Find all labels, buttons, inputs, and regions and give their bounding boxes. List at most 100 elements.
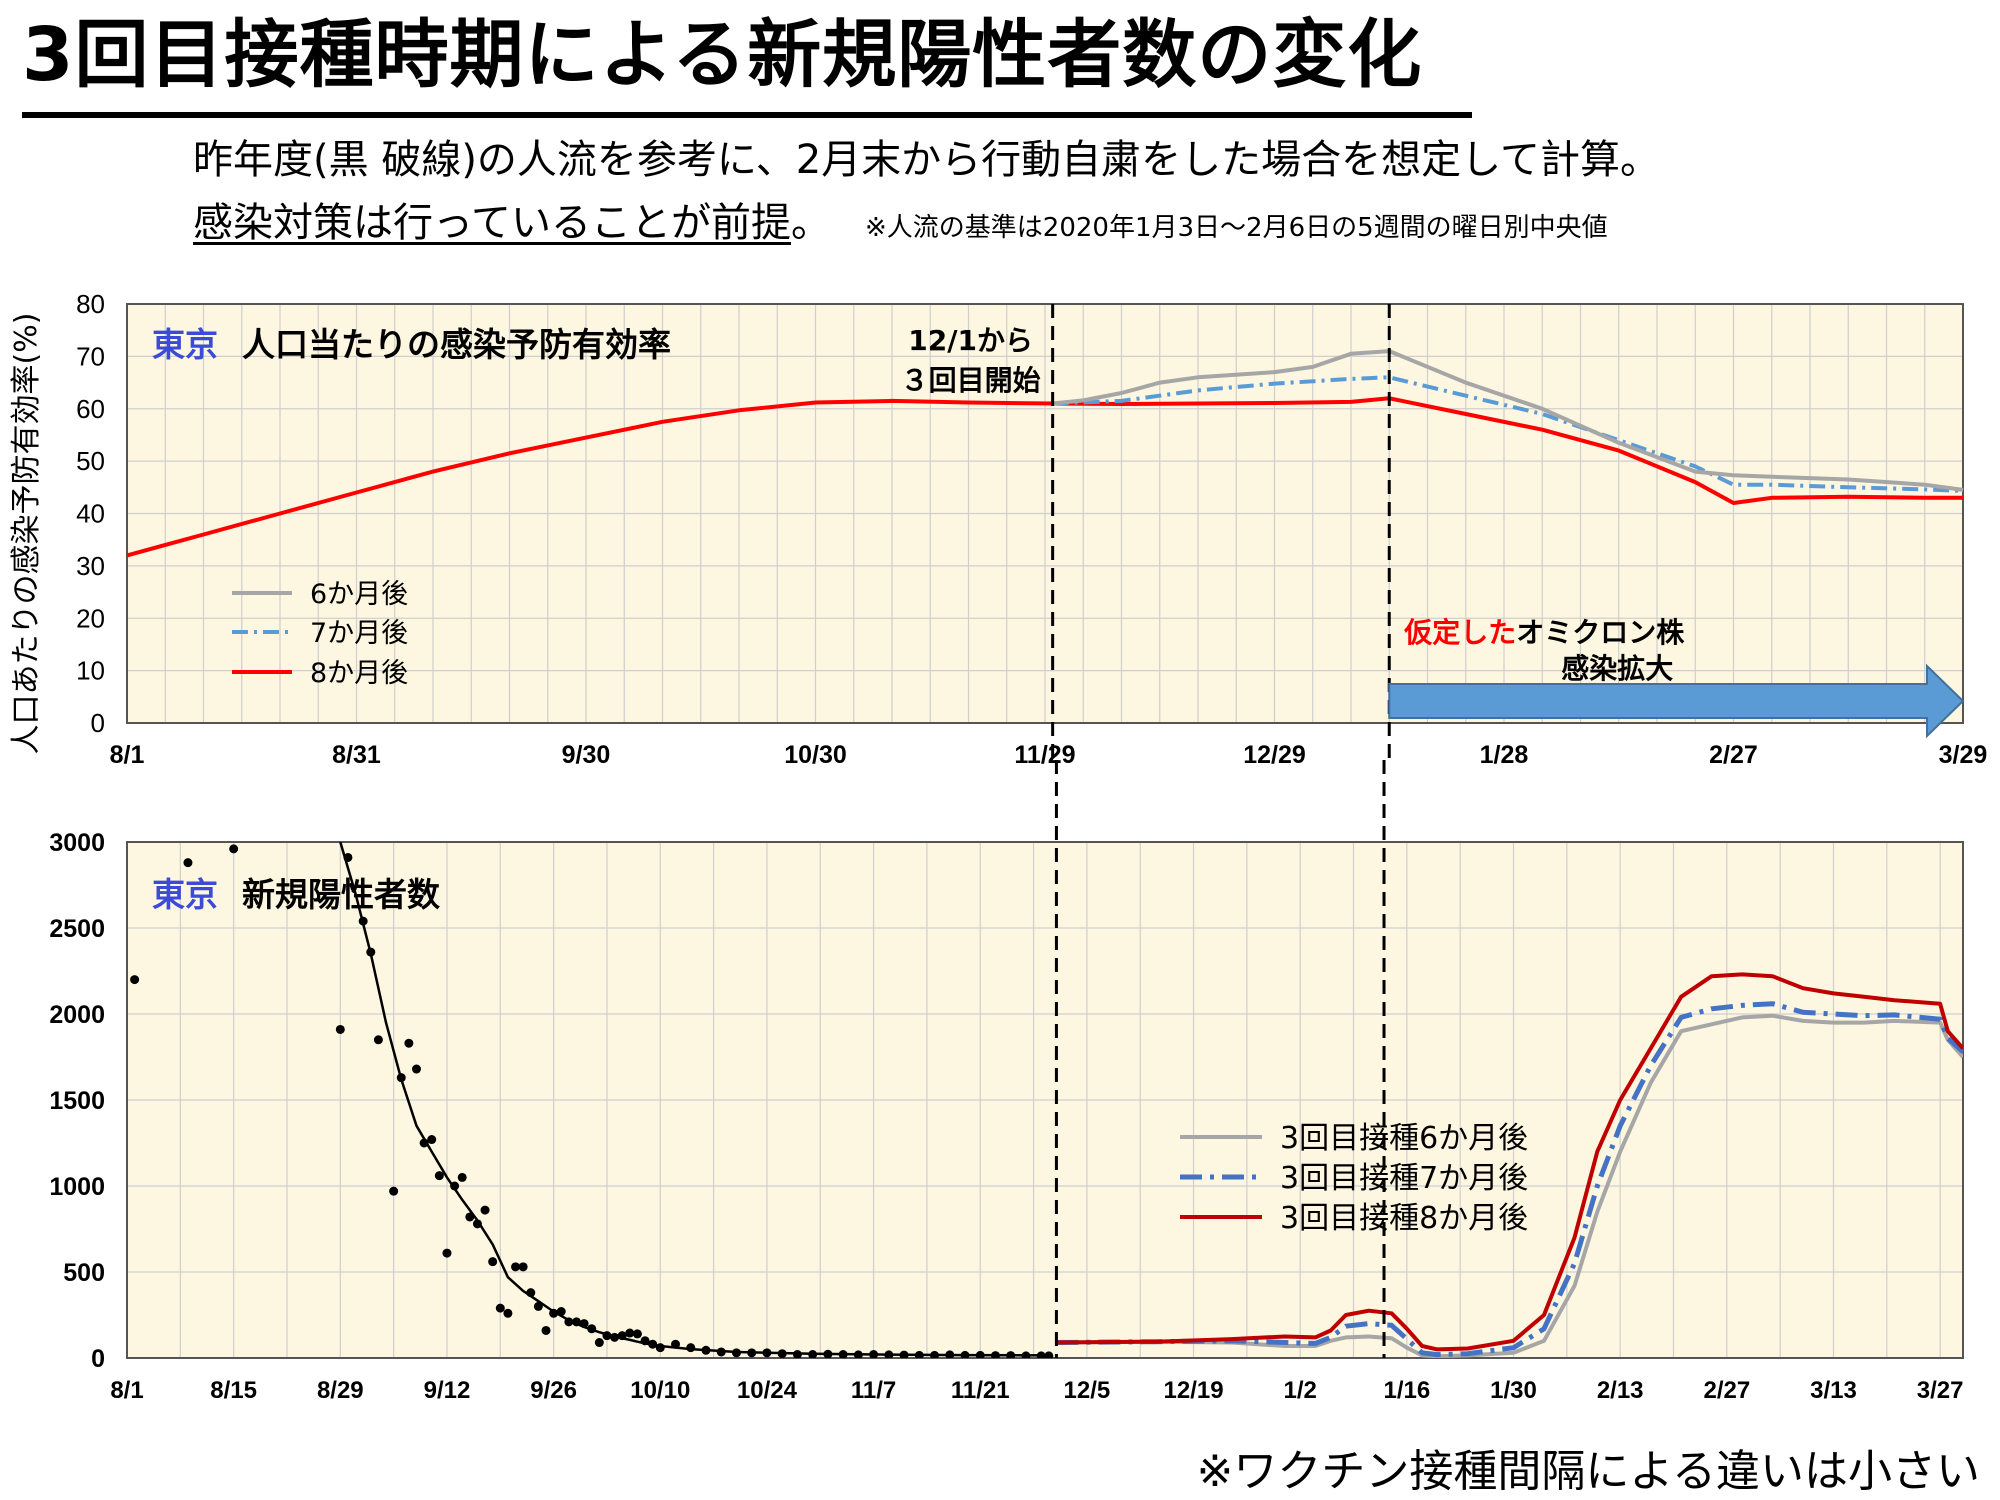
chart2-observed-point [404,1038,414,1048]
chart1-ytick-label: 80 [76,289,105,319]
chart1-ytick-label: 0 [91,708,105,738]
chart1: 0 10 20 30 40 50 60 70 80 8/1 8/31 9/30 10/30 11/29 12… [9,289,1987,769]
chart2-observed-point [442,1248,452,1258]
chart2-observed-point [411,1064,421,1074]
chart2-observed-point [594,1338,604,1348]
chart1-annotation-line2: ３回目開始 [901,364,1041,397]
chart1-omicron-arrow [1388,663,1965,739]
chart2-observed-point [229,844,239,854]
chart2-observed-smooth-line [339,842,1049,1357]
chart1-series-line [1052,349,1964,492]
chart2-plot-group [130,842,1963,1358]
chart1-xtick-label: 1/28 [1480,741,1529,769]
chart1-arrow-label-black: オミクロン株 [1516,616,1685,649]
chart2-legend-label: 3回目接種8か月後 [1280,1201,1528,1236]
chart1-ytick-label: 10 [76,656,105,686]
chart2-series-line [1056,972,1963,1352]
chart1-legend-label: 7か月後 [310,618,408,649]
chart2-observed-point [488,1257,498,1267]
chart2-xtick-label: 12/19 [1164,1377,1224,1404]
chart1-y-axis-title: 人口あたりの感染予防有効率(%) [9,313,44,755]
page-title: 3回目接種時期による新規陽性者数の変化 [22,12,1423,98]
chart1-title: 人口当たりの感染予防有効率 [242,325,671,364]
subtitle-period: 。 [791,200,831,246]
chart1-xtick-label: 10/30 [784,741,847,769]
chart2-xtick-label: 8/15 [210,1377,257,1404]
chart2-observed-point [480,1205,490,1215]
chart1-xtick-label: 11/29 [1014,741,1075,769]
chart1-ytick-label: 50 [76,446,105,476]
chart1-ytick-label: 30 [76,551,105,581]
chart2-ytick-label: 2500 [49,915,105,943]
footnote: ※ワクチン接種間隔による違いは小さい [1196,1446,1980,1497]
chart2-series-line [1056,1001,1963,1358]
chart1-legend-label: 6か月後 [310,579,408,610]
chart1-ytick-label: 70 [76,341,105,371]
chart2-xtick-label: 9/26 [530,1377,577,1404]
chart1-arrow-label-red: 仮定した [1403,616,1516,649]
chart1-frame [126,303,1964,724]
chart2-ytick-label: 0 [91,1345,105,1373]
chart2-xtick-label: 3/13 [1810,1377,1857,1404]
chart2-legend-label: 3回目接種6か月後 [1280,1121,1528,1156]
chart2-series-line [1056,1013,1963,1358]
chart2-observed-point [457,1172,467,1182]
chart2-xtick-label: 2/13 [1597,1377,1644,1404]
chart2-observed-point [503,1308,513,1318]
chart2-observed-point [511,1262,521,1272]
chart1-xtick-label: 2/27 [1709,741,1758,769]
chart2-observed-point [625,1328,635,1338]
chart2-xtick-label: 11/21 [951,1377,1010,1404]
chart2-xtick-label: 1/30 [1490,1377,1537,1404]
chart2-xtick-label: 10/24 [737,1377,798,1404]
chart1-ytick-label: 60 [76,394,105,424]
chart2-observed-point [183,858,193,868]
chart1-xtick-label: 8/1 [110,741,145,769]
chart2-ytick-label: 2000 [49,1001,105,1029]
chart2-xtick-label: 2/27 [1703,1377,1750,1404]
chart1-title-prefix: 東京 [152,325,218,364]
chart1-series-line [1052,375,1964,493]
subtitle-line-2: 感染対策は行っていることが前提。 ※人流の基準は2020年1月3日～2月6日の5週… [193,203,1608,243]
chart2-observed-point [130,975,140,985]
chart2-xtick-label: 8/1 [110,1377,143,1404]
chart2: 0 500 1000 1500 2000 2500 3000 8/1 8/15 8/29 9/12 9… [49,760,1964,1404]
chart2-ytick-label: 1000 [49,1173,105,1201]
chart2-xtick-label: 10/10 [630,1377,690,1404]
chart1-ytick-label: 20 [76,603,105,633]
chart2-observed-point [434,1171,444,1181]
chart2-xtick-label: 3/27 [1917,1377,1964,1404]
chart2-observed-point [335,1024,345,1034]
chart2-xtick-label: 11/7 [851,1377,896,1404]
subtitle-underlined-text: 感染対策は行っていることが前提 [193,200,791,246]
chart2-xtick-label: 12/5 [1064,1377,1111,1404]
chart2-xtick-label: 8/29 [317,1377,364,1404]
chart2-observed-point [541,1325,551,1335]
chart1-ytick-label: 40 [76,499,105,529]
chart1-arrow-label-line2: 感染拡大 [1561,652,1673,685]
chart2-observed-point [518,1262,528,1272]
chart1-legend-label: 8か月後 [310,658,408,689]
chart2-observed-point [427,1135,437,1145]
subtitle-note: ※人流の基準は2020年1月3日～2月6日の5週間の曜日別中央値 [865,213,1608,243]
chart1-xtick-label: 12/29 [1243,741,1306,769]
title-underline [22,112,1472,118]
chart2-observed-point [632,1329,642,1339]
subtitle-line-1: 昨年度(黒 破線)の人流を参考に、2月末から行動自粛をした場合を想定して計算。 [193,137,1660,183]
chart2-ytick-label: 500 [63,1259,105,1287]
chart2-title: 新規陽性者数 [242,875,441,914]
chart1-xtick-label: 3/29 [1939,741,1988,769]
chart2-observed-point [373,1035,383,1045]
chart1-annotation-line1: 12/1から [908,324,1033,357]
chart2-xtick-label: 1/2 [1284,1377,1317,1404]
chart2-xtick-label: 1/16 [1384,1377,1431,1404]
chart1-arrow-label: 仮定したオミクロン株 [1403,616,1685,649]
chart1-xtick-label: 8/31 [332,741,381,769]
chart1-xtick-label: 9/30 [562,741,611,769]
chart2-observed-point [389,1186,399,1196]
chart2-title-prefix: 東京 [152,875,218,914]
chart2-ytick-label: 1500 [49,1087,105,1115]
chart2-legend-label: 3回目接種7か月後 [1280,1161,1528,1196]
chart2-observed-point [495,1303,505,1313]
